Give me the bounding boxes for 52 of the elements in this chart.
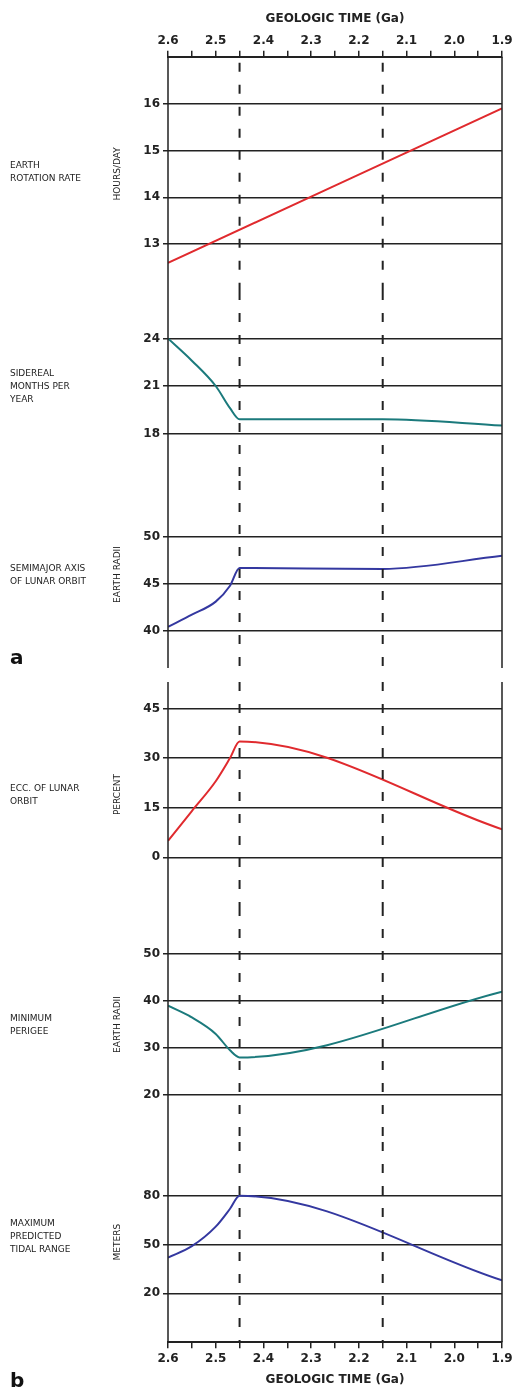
- x2-tick-label: 2.4: [252, 32, 275, 47]
- x2-tick-label: 2.3: [300, 32, 322, 47]
- y-tick-label: 21: [143, 378, 160, 393]
- x-axis-title: GEOLOGIC TIME (Ga): [265, 1371, 405, 1386]
- y-axis-title: HOURS/DAY: [111, 146, 122, 201]
- y-tick-label: 20: [143, 1285, 160, 1300]
- y-axis-title: EARTH RADII: [111, 546, 122, 603]
- x-tick-label: 2.2: [348, 1350, 370, 1365]
- text: SEMIMAJOR AXIS OF LUNAR ORBIT: [10, 561, 87, 588]
- x2-tick-label: 1.9: [491, 32, 513, 47]
- y-axis-title: PERCENT: [111, 773, 122, 816]
- x-tick-label: 2.4: [252, 1350, 275, 1365]
- y-tick-label: 40: [143, 993, 160, 1008]
- x2-tick-label: 2.2: [348, 32, 370, 47]
- y-tick-label: 15: [143, 142, 160, 157]
- x2-tick-label: 2.6: [157, 32, 179, 47]
- y-tick-label: 50: [143, 946, 160, 961]
- y-tick-label: 16: [143, 95, 160, 110]
- y-tick-label: 18: [143, 425, 160, 440]
- y-tick-label: 50: [143, 1236, 160, 1251]
- x-tick-label: 2.0: [443, 1350, 465, 1365]
- y-tick-label: 14: [143, 189, 160, 204]
- text: SIDEREAL MONTHS PER YEAR: [10, 366, 71, 406]
- y-tick-label: 30: [143, 750, 160, 765]
- y-tick-label: 24: [143, 330, 160, 345]
- x-tick-label: 2.1: [395, 1350, 418, 1365]
- x-tick-label: 2.6: [157, 1350, 179, 1365]
- y-tick-label: 40: [143, 622, 160, 637]
- x-tick-label: 2.3: [300, 1350, 322, 1365]
- y-tick-label: 45: [143, 700, 160, 715]
- y-axis-title: EARTH RADII: [111, 996, 122, 1053]
- y-tick-label: 45: [143, 575, 160, 590]
- text: MAXIMUM PREDICTED TIDAL RANGE: [10, 1217, 72, 1256]
- x2-tick-label: 2.5: [205, 32, 227, 47]
- y-tick-label: 30: [143, 1040, 160, 1055]
- x2-axis-title: GEOLOGIC TIME (Ga): [265, 11, 405, 26]
- x2-tick-label: 2.0: [443, 32, 465, 47]
- y-tick-label: 20: [143, 1087, 160, 1102]
- y-tick-label: 0: [151, 849, 160, 864]
- y-tick-label: 13: [143, 236, 160, 251]
- text: ECC. OF LUNAR ORBIT: [10, 781, 81, 808]
- text: EARTH ROTATION RATE: [10, 158, 82, 185]
- text: MINIMUM PERIGEE: [10, 1011, 53, 1038]
- x-tick-label: 2.5: [205, 1350, 227, 1365]
- x2-tick-label: 2.1: [395, 32, 418, 47]
- text: b: [10, 1368, 25, 1392]
- x-tick-label: 1.9: [491, 1350, 513, 1365]
- y-axis-title: METERS: [111, 1223, 122, 1261]
- y-tick-label: 50: [143, 529, 160, 544]
- y-tick-label: 80: [143, 1187, 160, 1202]
- y-tick-label: 15: [143, 799, 160, 814]
- text: a: [10, 645, 24, 669]
